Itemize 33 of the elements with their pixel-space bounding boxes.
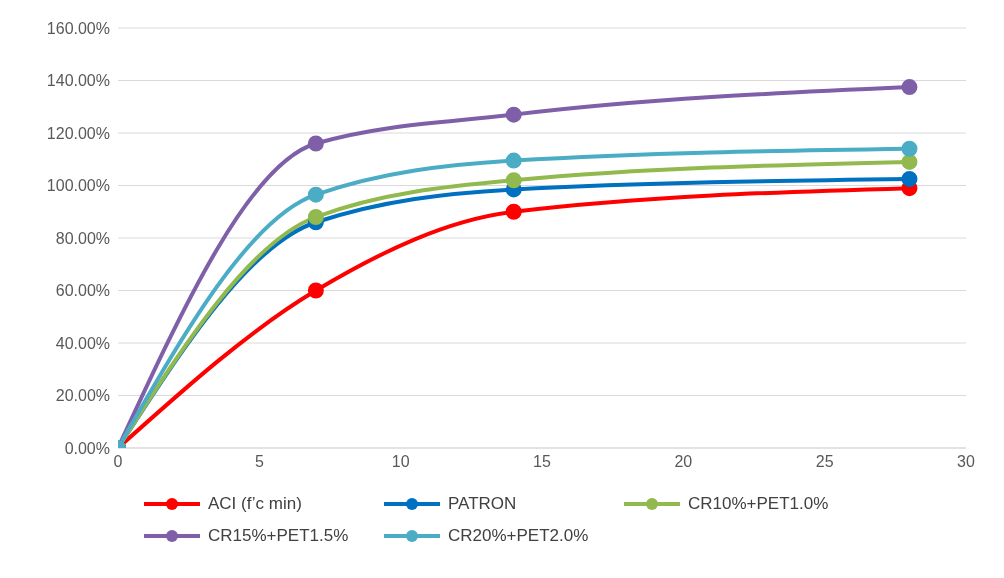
x-tick-label: 20 xyxy=(674,453,693,471)
x-tick-label: 25 xyxy=(815,453,834,471)
point xyxy=(505,106,522,123)
point xyxy=(901,79,918,96)
point xyxy=(901,153,918,170)
y-tick-label: 0.00% xyxy=(64,439,110,457)
point xyxy=(307,135,324,152)
point xyxy=(901,140,918,157)
legend-label: PATRON xyxy=(448,494,517,514)
x-tick-label: 0 xyxy=(113,453,123,471)
y-tick-label: 80.00% xyxy=(55,229,110,247)
y-tick-label: 60.00% xyxy=(55,282,110,300)
x-tick-label: 15 xyxy=(533,453,551,471)
point xyxy=(307,186,324,203)
y-tick-label: 120.00% xyxy=(46,124,110,142)
point xyxy=(901,170,918,187)
legend-label: CR20%+PET2.0% xyxy=(448,526,589,546)
y-tick-label: 20.00% xyxy=(55,387,110,405)
x-tick-label: 10 xyxy=(391,453,410,471)
x-tick-label: 30 xyxy=(957,453,975,471)
point xyxy=(505,172,522,189)
y-tick-label: 140.00% xyxy=(46,72,110,90)
x-tick-label: 5 xyxy=(254,453,264,471)
y-tick-label: 160.00% xyxy=(46,19,110,37)
point xyxy=(307,209,324,225)
point xyxy=(505,152,522,169)
legend-label: CR10%+PET1.0% xyxy=(688,494,829,514)
y-tick-label: 40.00% xyxy=(55,334,110,352)
point xyxy=(307,282,324,299)
y-tick-label: 100.00% xyxy=(46,177,110,195)
legend-label: ACI (f’c min) xyxy=(208,494,302,514)
point xyxy=(505,203,522,220)
legend-label: CR15%+PET1.5% xyxy=(208,526,349,546)
